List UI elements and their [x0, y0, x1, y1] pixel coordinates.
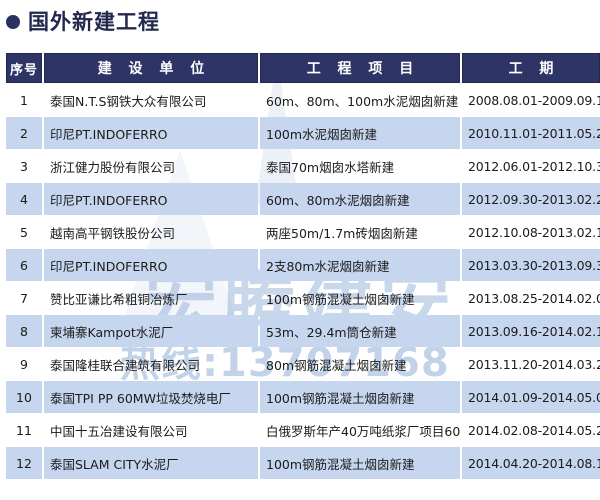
cell-index: 7	[20, 290, 28, 306]
table-header: 序号 建 设 单 位 工 程 项 目 工 期	[6, 53, 600, 83]
cell-period: 2010.11.01-2011.05.20	[462, 117, 600, 149]
cell-period: 2012.06.01-2012.10.30	[468, 158, 600, 174]
cell-index: 11	[16, 422, 32, 438]
cell-unit: 越南高平钢铁股份公司	[50, 225, 176, 241]
cell-project: 泰国70m烟囱水塔新建	[266, 159, 395, 175]
cell-unit: 柬埔寨Kampot水泥厂	[44, 315, 258, 347]
cell-period: 2008.08.01-2009.09.10	[468, 92, 600, 108]
cell-period: 2014.02.08-2014.05.28	[468, 422, 600, 438]
cell-period: 2013.11.20-2014.03.20	[468, 356, 600, 372]
cell-unit: 泰国N.T.S钢铁大众有限公司	[50, 93, 207, 109]
table-row: 5 越南高平钢铁股份公司 两座50m/1.7m砖烟囱新建 2012.10.08-201…	[6, 216, 600, 248]
cell-index: 12	[6, 447, 42, 479]
cell-index: 8	[6, 315, 42, 347]
cell-project: 80m钢筋混凝土烟囱新建	[266, 357, 407, 373]
column-header-period: 工 期	[462, 53, 600, 83]
cell-period: 2013.03.30-2013.09.30	[462, 249, 600, 281]
column-header-unit: 建 设 单 位	[44, 53, 258, 83]
cell-project: 100m水泥烟囱新建	[260, 117, 460, 149]
cell-index: 4	[6, 183, 42, 215]
column-header-index: 序号	[6, 53, 42, 83]
projects-table: 序号 建 设 单 位 工 程 项 目 工 期 1 泰国N.T.S钢铁大众有限公司 6…	[4, 52, 600, 480]
cell-project: 53m、29.4m筒仓新建	[260, 315, 460, 347]
page-title-text: 国外新建工程	[28, 9, 160, 34]
cell-unit: 浙江健力股份有限公司	[50, 159, 176, 175]
cell-project: 60m、80m、100m水泥烟囱新建	[266, 93, 459, 109]
table-row: 6 印尼PT.INDOFERRO 2支80m水泥烟囱新建 2013.03.30-201…	[6, 249, 600, 281]
table-header-row: 序号 建 设 单 位 工 程 项 目 工 期	[6, 53, 600, 83]
cell-index: 2	[6, 117, 42, 149]
table-row: 11 中国十五冶建设有限公司 白俄罗斯年产40万吨纸浆厂项目60m烟囱新建 2014.…	[6, 414, 600, 446]
cell-unit: 印尼PT.INDOFERRO	[44, 117, 258, 149]
bullet-dot-icon	[6, 15, 20, 29]
table-body: 1 泰国N.T.S钢铁大众有限公司 60m、80m、100m水泥烟囱新建 2008.0…	[6, 84, 600, 479]
cell-unit: 赞比亚谦比希粗铜冶炼厂	[50, 291, 188, 307]
cell-period: 2014.01.09-2014.05.08	[462, 381, 600, 413]
cell-unit: 中国十五冶建设有限公司	[50, 423, 188, 439]
cell-index: 5	[20, 224, 28, 240]
table-row: 4 印尼PT.INDOFERRO 60m、80m水泥烟囱新建 2012.09.30-2…	[6, 183, 600, 215]
cell-index: 6	[6, 249, 42, 281]
cell-project: 两座50m/1.7m砖烟囱新建	[266, 225, 418, 241]
cell-project: 白俄罗斯年产40万吨纸浆厂项目60m烟囱新建	[266, 423, 460, 439]
table-row: 10 泰国TPI PP 60MW垃圾焚烧电厂 100m钢筋混凝土烟囱新建 2014.0…	[6, 381, 600, 413]
cell-project: 60m、80m水泥烟囱新建	[260, 183, 460, 215]
cell-period: 2012.09.30-2013.02.20	[462, 183, 600, 215]
cell-index: 3	[20, 158, 28, 174]
cell-unit: 泰国隆桂联合建筑有限公司	[50, 357, 201, 373]
table-row: 2 印尼PT.INDOFERRO 100m水泥烟囱新建 2010.11.01-2011…	[6, 117, 600, 149]
cell-period: 2013.08.25-2014.02.05	[468, 290, 600, 306]
cell-period: 2014.04.20-2014.08.10	[462, 447, 600, 479]
cell-index: 1	[20, 92, 28, 108]
cell-project: 100m钢筋混凝土烟囱新建	[266, 291, 415, 307]
projects-table-wrap: 序号 建 设 单 位 工 程 项 目 工 期 1 泰国N.T.S钢铁大众有限公司 6…	[0, 52, 600, 480]
table-row: 3 浙江健力股份有限公司 泰国70m烟囱水塔新建 2012.06.01-2012.10…	[6, 150, 600, 182]
table-row: 8 柬埔寨Kampot水泥厂 53m、29.4m筒仓新建 2013.09.16-201…	[6, 315, 600, 347]
column-header-project: 工 程 项 目	[260, 53, 460, 83]
cell-period: 2013.09.16-2014.02.15	[462, 315, 600, 347]
cell-project: 100m钢筋混凝土烟囱新建	[260, 381, 460, 413]
cell-index: 10	[6, 381, 42, 413]
cell-unit: 泰国SLAM CITY水泥厂	[44, 447, 258, 479]
cell-period: 2012.10.08-2013.02.19	[468, 224, 600, 240]
table-row: 9 泰国隆桂联合建筑有限公司 80m钢筋混凝土烟囱新建 2013.11.20-2014…	[6, 348, 600, 380]
cell-unit: 印尼PT.INDOFERRO	[44, 183, 258, 215]
cell-project: 100m钢筋混凝土烟囱新建	[260, 447, 460, 479]
table-row: 1 泰国N.T.S钢铁大众有限公司 60m、80m、100m水泥烟囱新建 2008.0…	[6, 84, 600, 116]
cell-unit: 印尼PT.INDOFERRO	[44, 249, 258, 281]
page-title: 国外新建工程	[0, 0, 600, 36]
cell-project: 2支80m水泥烟囱新建	[260, 249, 460, 281]
cell-index: 9	[20, 356, 28, 372]
cell-unit: 泰国TPI PP 60MW垃圾焚烧电厂	[44, 381, 258, 413]
table-row: 12 泰国SLAM CITY水泥厂 100m钢筋混凝土烟囱新建 2014.04.20-…	[6, 447, 600, 479]
table-row: 7 赞比亚谦比希粗铜冶炼厂 100m钢筋混凝土烟囱新建 2013.08.25-2014…	[6, 282, 600, 314]
